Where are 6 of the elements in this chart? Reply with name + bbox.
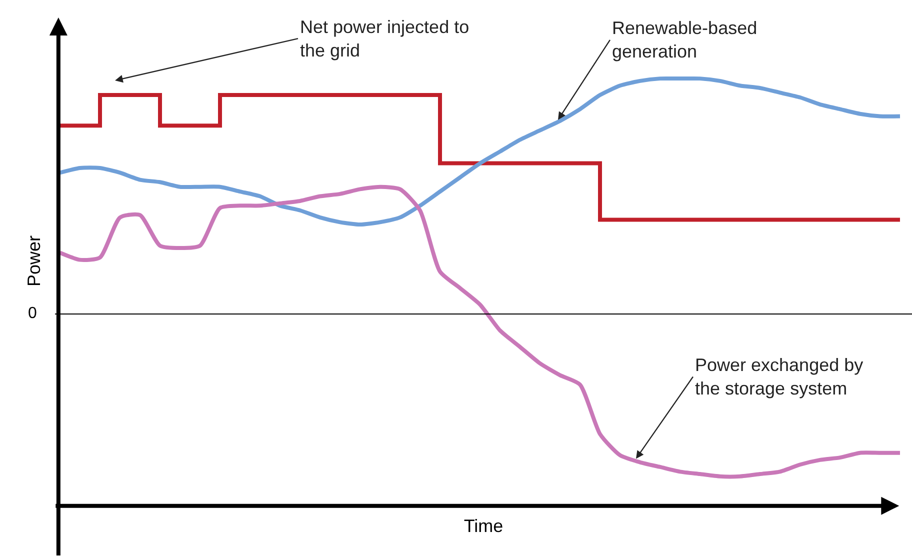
ref-line-label: 0 <box>28 305 37 322</box>
text: Renewable-based generation <box>612 18 758 62</box>
text: Net power injected to the grid <box>300 17 470 60</box>
y-axis-title: Power <box>24 235 44 287</box>
x-axis-title: Time <box>464 516 504 536</box>
annotation: Power exchanged by the storage system <box>695 355 864 398</box>
